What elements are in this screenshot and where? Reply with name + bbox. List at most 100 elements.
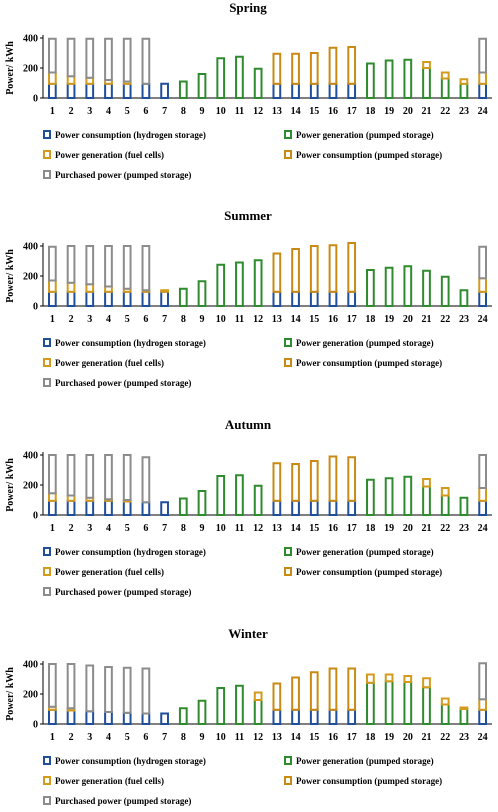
winter-bar-power-consumption-pumped-storage-hour-14 [291,676,300,711]
spring-bar-purchased-power-pumped-storage-hour-6 [141,37,151,85]
autumn-bar-power-generation-fuel-cells-hour-1 [47,492,57,502]
summer-bar-purchased-power-pumped-storage-hour-3 [85,245,95,286]
autumn-bar-power-generation-pumped-storage-hour-11 [235,474,244,516]
spring-bar-power-generation-pumped-storage-hour-9 [197,73,207,99]
spring-legend-label-purchased-power-pumped-storage: Purchased power (pumped storage) [55,170,191,180]
spring-x-tick-label: 15 [309,106,319,117]
summer-bar-power-consumption-hydrogen-storage-hour-4 [104,290,113,307]
autumn-bar-power-consumption-hydrogen-storage-hour-24 [478,499,488,516]
spring-bar-purchased-power-pumped-storage-hour-5 [122,37,132,83]
autumn-legend-swatch-power-consumption-hydrogen-storage [43,547,51,556]
summer-bar-power-consumption-hydrogen-storage-hour-5 [122,290,132,307]
spring-bar-power-consumption-hydrogen-storage-hour-14 [291,82,300,99]
spring-x-tick-label: 9 [200,106,205,117]
spring-bar-power-generation-pumped-storage-hour-22 [440,77,450,99]
spring-bar-power-generation-fuel-cells-hour-21 [422,61,431,69]
winter-x-tick-label: 9 [200,732,205,743]
autumn-x-tick-label: 3 [87,523,92,534]
spring-x-tick-label: 3 [87,106,92,117]
autumn-x-tick-label: 6 [143,523,148,534]
winter-x-tick-label: 4 [106,732,111,743]
winter-bar-power-consumption-hydrogen-storage-hour-14 [291,708,300,725]
autumn-x-tick-label: 10 [216,523,226,534]
summer-bar-power-consumption-hydrogen-storage-hour-1 [47,290,57,307]
autumn-bar-purchased-power-pumped-storage-hour-1 [47,454,57,495]
summer-bar-power-generation-fuel-cells-hour-3 [85,283,95,293]
autumn-x-tick-label: 19 [384,523,394,534]
winter-bar-power-consumption-hydrogen-storage-hour-6 [141,712,151,725]
winter-bar-power-consumption-hydrogen-storage-hour-2 [66,709,76,725]
autumn-y-tick-label: 400 [23,451,38,462]
summer-x-tick-label: 9 [200,314,205,325]
summer-bar-power-generation-pumped-storage-hour-9 [197,280,207,307]
autumn-bar-power-generation-pumped-storage-hour-23 [459,496,469,516]
autumn-legend-label-power-consumption-hydrogen-storage: Power consumption (hydrogen storage) [55,547,206,557]
summer-bar-power-generation-pumped-storage-hour-12 [253,259,263,307]
winter-x-tick-label: 22 [440,732,450,743]
spring-x-tick-label: 18 [365,106,375,117]
summer-x-tick-label: 5 [125,314,130,325]
autumn-x-tick-label: 4 [106,523,111,534]
autumn-legend-swatch-power-generation-fuel-cells [43,567,51,576]
spring-bar-power-generation-fuel-cells-hour-1 [47,71,57,85]
winter-bar-power-consumption-hydrogen-storage-hour-3 [85,710,95,725]
winter-x-tick-label: 21 [422,732,432,743]
winter-bar-power-consumption-hydrogen-storage-hour-1 [47,708,57,725]
autumn-bar-power-consumption-pumped-storage-hour-15 [309,460,319,502]
autumn-bar-power-generation-pumped-storage-hour-9 [197,490,207,516]
spring-bar-power-consumption-hydrogen-storage-hour-4 [104,82,113,99]
winter-bar-power-generation-fuel-cells-hour-24 [478,698,488,711]
winter-bar-power-generation-fuel-cells-hour-12 [253,691,263,701]
winter-legend-label-power-consumption-pumped-storage: Power consumption (pumped storage) [296,776,442,786]
winter-bar-power-generation-fuel-cells-hour-19 [384,673,394,683]
winter-y-tick-label: 0 [33,720,38,731]
autumn-y-tick-label: 200 [23,481,38,492]
winter-x-tick-label: 20 [403,732,413,743]
spring-x-tick-label: 5 [125,106,130,117]
summer-chart-title: Summer [224,208,272,223]
spring-bar-power-consumption-hydrogen-storage-hour-16 [328,82,338,99]
spring-x-tick-label: 8 [181,106,186,117]
summer-x-tick-label: 24 [478,314,488,325]
winter-bar-power-generation-pumped-storage-hour-23 [459,708,469,725]
spring-bar-power-generation-pumped-storage-hour-23 [459,82,469,99]
autumn-bar-power-consumption-hydrogen-storage-hour-5 [122,500,132,516]
spring-x-tick-label: 11 [235,106,244,117]
winter-x-tick-label: 11 [235,732,244,743]
spring-y-tick-label: 200 [23,64,38,75]
autumn-x-tick-label: 7 [162,523,167,534]
summer-x-tick-label: 21 [422,314,432,325]
autumn-bar-power-consumption-pumped-storage-hour-14 [291,463,300,502]
winter-chart-title: Winter [228,626,268,641]
winter-x-tick-label: 5 [125,732,130,743]
winter-bar-power-consumption-hydrogen-storage-hour-5 [122,711,132,725]
spring-bar-power-generation-pumped-storage-hour-20 [403,58,413,99]
autumn-x-tick-label: 23 [459,523,469,534]
summer-bar-purchased-power-pumped-storage-hour-4 [104,245,113,288]
autumn-bar-power-consumption-hydrogen-storage-hour-17 [347,499,357,516]
winter-x-tick-label: 6 [143,732,148,743]
spring-legend-swatch-purchased-power-pumped-storage [43,170,51,179]
summer-x-tick-label: 13 [272,314,282,325]
spring-bar-power-consumption-hydrogen-storage-hour-15 [309,82,319,99]
spring-bar-power-generation-pumped-storage-hour-21 [422,67,431,99]
winter-bar-power-generation-pumped-storage-hour-11 [235,684,244,725]
summer-bar-power-consumption-hydrogen-storage-hour-14 [291,290,300,307]
winter-x-tick-label: 2 [69,732,74,743]
winter-bar-power-consumption-hydrogen-storage-hour-15 [309,708,319,725]
summer-bar-power-consumption-pumped-storage-hour-15 [309,245,319,293]
summer-legend-label-power-generation-fuel-cells: Power generation (fuel cells) [55,358,164,368]
summer-x-tick-label: 11 [235,314,244,325]
spring-bar-power-consumption-hydrogen-storage-hour-5 [122,82,132,99]
summer-legend-label-power-consumption-pumped-storage: Power consumption (pumped storage) [296,358,442,368]
winter-y-tick-label: 200 [23,690,38,701]
winter-bar-power-generation-fuel-cells-hour-21 [422,677,431,689]
spring-bar-power-consumption-pumped-storage-hour-13 [272,52,282,85]
summer-x-tick-label: 8 [181,314,186,325]
winter-x-tick-label: 19 [384,732,394,743]
autumn-bar-power-generation-pumped-storage-hour-10 [216,475,226,516]
spring-bar-power-consumption-pumped-storage-hour-16 [328,46,338,85]
summer-bar-power-generation-pumped-storage-hour-23 [459,289,469,307]
winter-bar-power-generation-fuel-cells-hour-23 [459,706,469,710]
